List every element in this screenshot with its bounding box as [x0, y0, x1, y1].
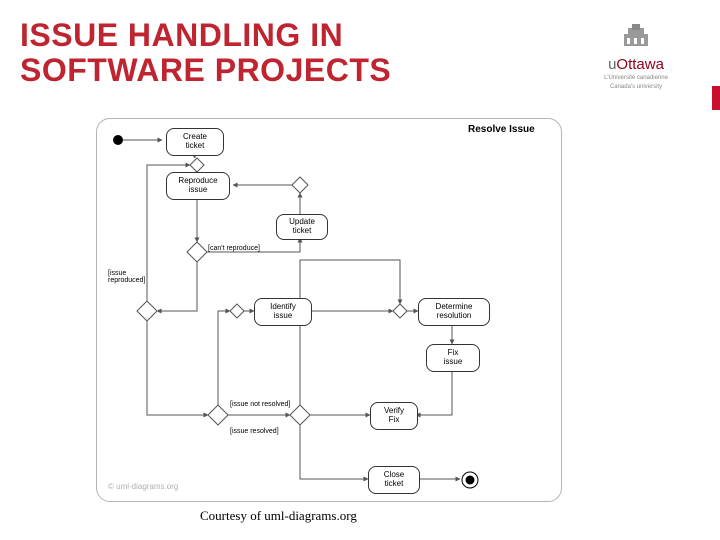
- activity-create: Createticket: [166, 128, 224, 156]
- guard-0: [can't reproduce]: [208, 245, 260, 252]
- logo-main: Ottawa: [616, 56, 664, 73]
- logo-block: uOttawa L'Université canadienne Canada's…: [576, 24, 696, 91]
- activity-update: Updateticket: [276, 214, 328, 240]
- caption: Courtesy of uml-diagrams.org: [200, 508, 357, 524]
- logo-tagline-2: Canada's university: [576, 84, 696, 91]
- page-title: ISSUE HANDLING IN SOFTWARE PROJECTS: [20, 18, 391, 88]
- activity-determine: Determineresolution: [418, 298, 490, 326]
- activity-close: Closeticket: [368, 466, 420, 494]
- title-line-2: SOFTWARE PROJECTS: [20, 53, 391, 88]
- frame-title: Resolve Issue: [468, 124, 535, 135]
- guard-1: [issuereproduced]: [108, 270, 145, 284]
- activity-verify: VerifyFix: [370, 402, 418, 430]
- logo-tagline-1: L'Université canadienne: [576, 75, 696, 82]
- guard-2: [issue not resolved]: [230, 401, 290, 408]
- activity-fix: Fixissue: [426, 344, 480, 372]
- building-icon: [620, 24, 652, 48]
- logo-text: uOttawa: [576, 56, 696, 73]
- diagram-watermark: © uml-diagrams.org: [108, 482, 178, 491]
- guard-3: [issue resolved]: [230, 428, 279, 435]
- activity-reproduce: Reproduceissue: [166, 172, 230, 200]
- accent-bar: [712, 86, 720, 110]
- activity-identify: Identifyissue: [254, 298, 312, 326]
- title-line-1: ISSUE HANDLING IN: [20, 18, 391, 53]
